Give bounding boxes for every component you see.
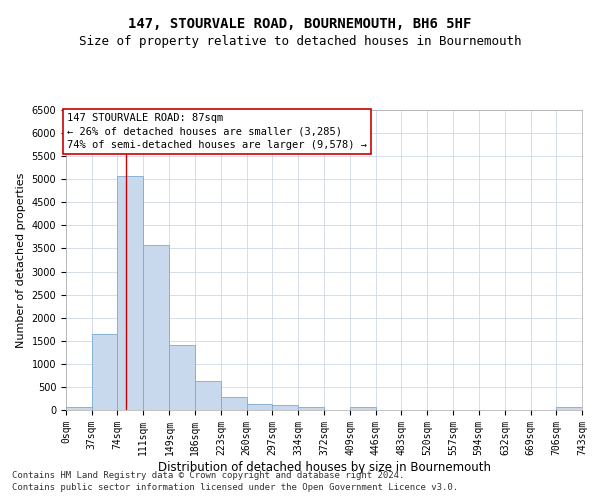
Bar — [350, 407, 376, 410]
Bar — [169, 346, 195, 410]
Bar — [221, 396, 247, 410]
Bar — [92, 334, 118, 410]
Bar — [118, 176, 143, 410]
Text: Size of property relative to detached houses in Bournemouth: Size of property relative to detached ho… — [79, 35, 521, 48]
Bar — [556, 407, 582, 410]
Bar — [66, 406, 92, 410]
Y-axis label: Number of detached properties: Number of detached properties — [16, 172, 26, 348]
X-axis label: Distribution of detached houses by size in Bournemouth: Distribution of detached houses by size … — [157, 460, 491, 473]
Text: Contains HM Land Registry data © Crown copyright and database right 2024.: Contains HM Land Registry data © Crown c… — [12, 471, 404, 480]
Bar — [298, 406, 325, 410]
Text: 147 STOURVALE ROAD: 87sqm
← 26% of detached houses are smaller (3,285)
74% of se: 147 STOURVALE ROAD: 87sqm ← 26% of detac… — [67, 113, 367, 150]
Bar — [272, 406, 298, 410]
Text: 147, STOURVALE ROAD, BOURNEMOUTH, BH6 5HF: 147, STOURVALE ROAD, BOURNEMOUTH, BH6 5H… — [128, 18, 472, 32]
Bar — [195, 382, 221, 410]
Text: Contains public sector information licensed under the Open Government Licence v3: Contains public sector information licen… — [12, 484, 458, 492]
Bar — [143, 245, 169, 410]
Bar — [247, 404, 272, 410]
